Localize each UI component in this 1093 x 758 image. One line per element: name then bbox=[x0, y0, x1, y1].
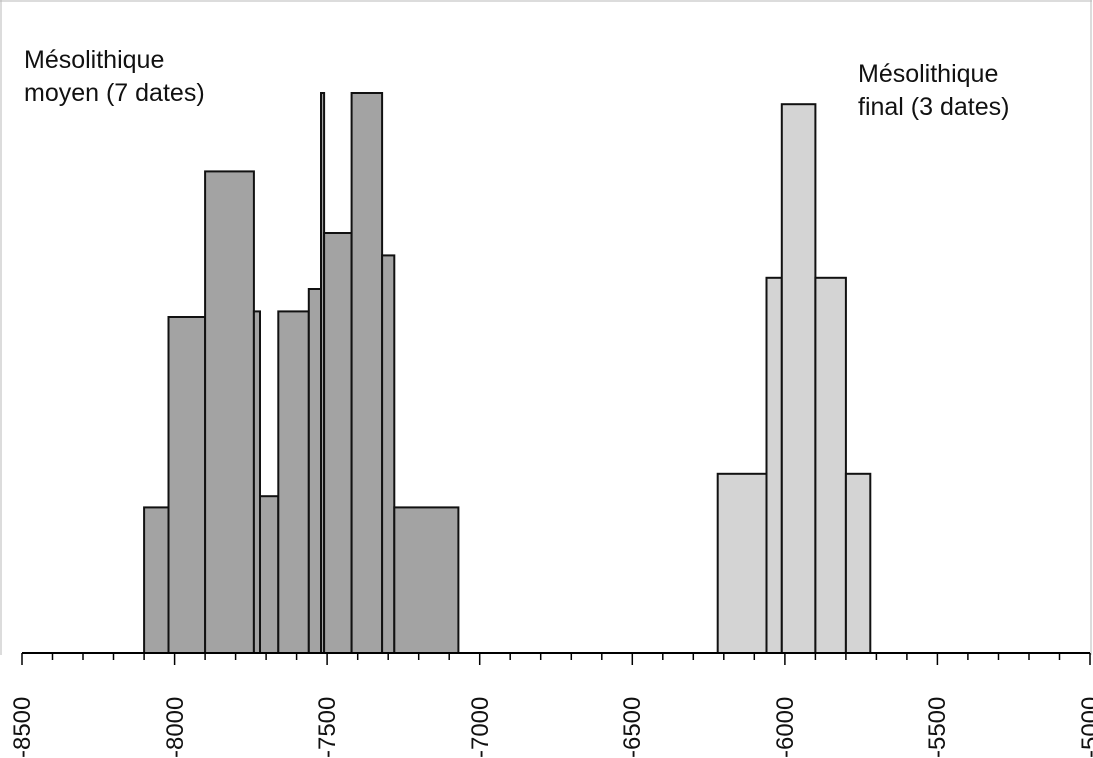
x-tick-label: -6000 bbox=[771, 696, 799, 758]
bar-final-2 bbox=[780, 103, 817, 654]
x-tick-label: -7500 bbox=[314, 696, 342, 758]
x-tick-label: -8500 bbox=[9, 696, 36, 758]
bar-moyen-6 bbox=[307, 288, 322, 654]
bar-moyen-9 bbox=[350, 92, 384, 654]
x-tick-label: -8000 bbox=[161, 696, 189, 758]
x-tick-label: -5000 bbox=[1077, 696, 1093, 758]
series-label-moyen: Mésolithique moyen (7 dates) bbox=[24, 44, 205, 110]
bar-moyen-5 bbox=[277, 310, 310, 654]
series-label-final-line1: Mésolithique bbox=[858, 60, 999, 88]
series-label-final: Mésolithique final (3 dates) bbox=[858, 58, 1009, 124]
bar-moyen-8 bbox=[323, 232, 353, 654]
bars-layer bbox=[143, 92, 872, 655]
bar-moyen-2 bbox=[204, 170, 255, 654]
bar-moyen-0 bbox=[143, 506, 170, 654]
x-tick-label: -6500 bbox=[619, 696, 647, 758]
bar-final-4 bbox=[844, 472, 872, 654]
bar-moyen-10 bbox=[381, 254, 396, 654]
bar-moyen-1 bbox=[167, 316, 207, 654]
x-tick-label: -5500 bbox=[924, 696, 952, 758]
bar-final-3 bbox=[814, 276, 847, 654]
series-label-moyen-line1: Mésolithique bbox=[24, 46, 165, 74]
x-axis bbox=[21, 652, 1091, 665]
series-label-final-line2: final (3 dates) bbox=[858, 93, 1010, 121]
bar-final-0 bbox=[716, 472, 768, 654]
series-label-moyen-line2: moyen (7 dates) bbox=[24, 79, 205, 107]
bar-moyen-11 bbox=[393, 506, 460, 654]
plot-frame bbox=[0, 0, 1092, 655]
bar-final-1 bbox=[765, 276, 783, 654]
bar-moyen-4 bbox=[259, 495, 280, 655]
x-tick-label: -7000 bbox=[466, 696, 494, 758]
